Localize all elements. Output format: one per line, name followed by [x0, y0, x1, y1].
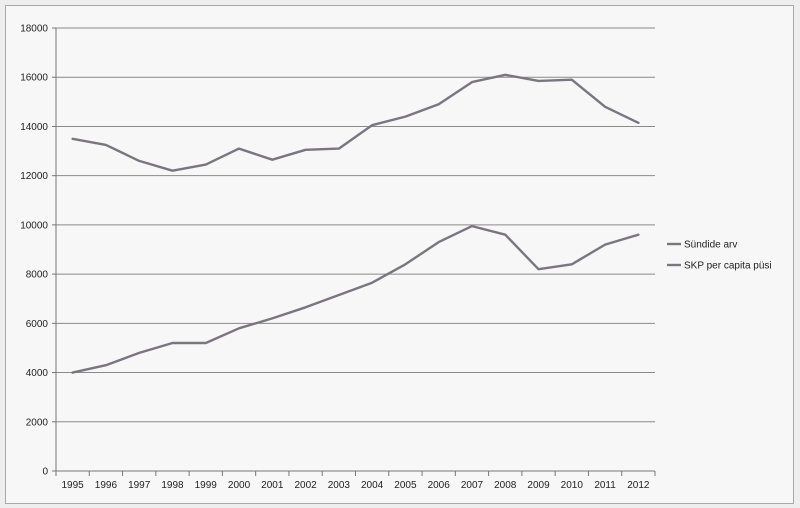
y-tick-label: 8000	[26, 270, 49, 281]
chart-frame	[5, 5, 794, 504]
y-tick-label: 12000	[20, 171, 48, 182]
y-tick-label: 18000	[20, 24, 48, 35]
x-tick-label: 1999	[195, 480, 218, 491]
series-line-1	[71, 224, 640, 374]
legend: Sündide arv SKP per capita püsi	[667, 240, 772, 272]
legend-label: Sündide arv	[684, 240, 737, 251]
x-tick-label: 2012	[627, 480, 650, 491]
y-tick-label: 0	[42, 467, 48, 478]
x-tick-label: 2011	[594, 480, 616, 491]
y-tick-label: 2000	[26, 417, 49, 428]
y-tick-label: 6000	[26, 319, 49, 330]
x-tick-label: 1996	[95, 480, 118, 491]
x-tick-label: 2000	[228, 480, 251, 491]
x-tick-label: 2008	[494, 480, 517, 491]
x-tick-label: 2010	[561, 480, 584, 491]
x-tick-label: 2005	[394, 480, 417, 491]
y-tick-labels: 0 2000 4000 6000 8000 10000 12000 14000 16000 180…	[20, 24, 48, 478]
gridlines	[56, 27, 655, 423]
x-tick-label: 2002	[294, 480, 317, 491]
x-tick-label: 2004	[361, 480, 384, 491]
x-tick-label: 2001	[261, 480, 284, 491]
x-tick-label: 2007	[461, 480, 484, 491]
x-tick-label: 1997	[128, 480, 151, 491]
x-tick-label: 1995	[62, 480, 85, 491]
legend-label: SKP per capita püsi	[684, 261, 772, 272]
y-tick-label: 16000	[20, 73, 48, 84]
y-tick-label: 10000	[20, 220, 48, 231]
x-tick-label: 1998	[161, 480, 184, 491]
axes	[52, 27, 656, 476]
x-tick-label: 2009	[527, 480, 550, 491]
x-tick-label: 2003	[328, 480, 351, 491]
x-tick-labels: 1995 1996 1997 1998 1999 2000 2001 2002 2003 2004…	[62, 480, 650, 491]
x-tick-label: 2006	[428, 480, 451, 491]
y-tick-label: 4000	[26, 368, 49, 379]
series-lines	[71, 73, 640, 374]
series-line-0	[71, 73, 640, 172]
y-tick-label: 14000	[20, 122, 48, 133]
